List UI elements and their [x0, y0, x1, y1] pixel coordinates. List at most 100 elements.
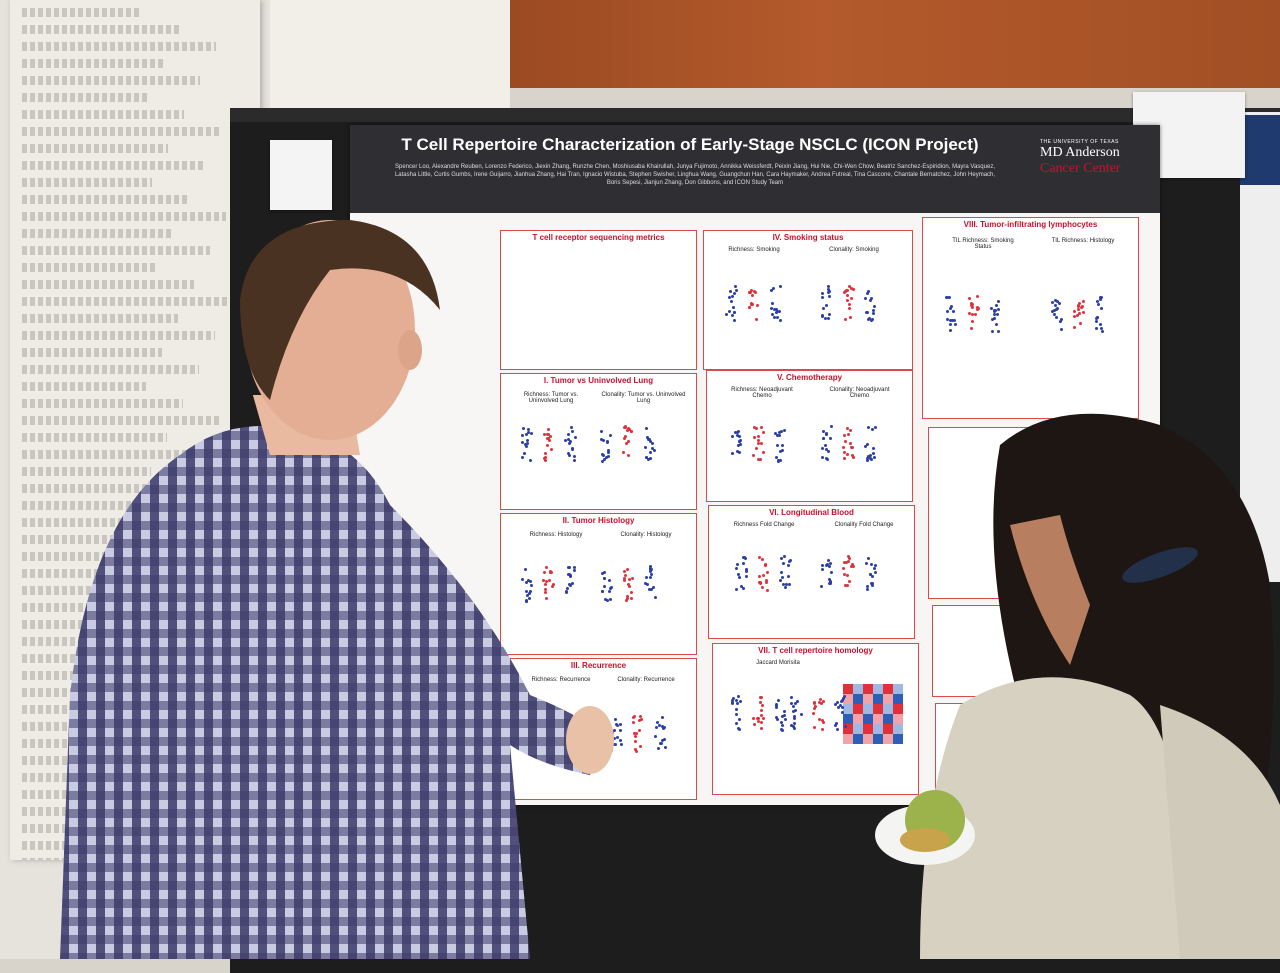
- plot-point: [869, 299, 873, 303]
- plot-point: [656, 721, 660, 725]
- plot-point: [760, 703, 764, 707]
- plot-point: [871, 447, 875, 451]
- plot-point: [648, 570, 652, 574]
- plot-point: [776, 444, 780, 448]
- plot-point: [663, 725, 667, 729]
- plot-point: [873, 425, 877, 429]
- plot-point: [603, 570, 607, 574]
- plot-point: [949, 307, 953, 311]
- plot-point: [976, 295, 980, 299]
- plot-point: [743, 556, 747, 560]
- plot-point: [995, 312, 999, 316]
- plot-point: [843, 560, 847, 564]
- plot-point: [1077, 301, 1081, 305]
- plot-point: [600, 459, 604, 463]
- plot-point: [522, 452, 526, 456]
- plot-point: [779, 578, 783, 582]
- plot-point: [568, 454, 572, 458]
- plot-point: [542, 570, 546, 574]
- poster-title: T Cell Repertoire Characterization of Ea…: [401, 135, 979, 154]
- panel-title: II. Tumor Histology: [562, 516, 635, 525]
- plot-point: [632, 732, 636, 736]
- plot-point: [817, 701, 821, 705]
- donor-name-line: [22, 518, 172, 527]
- plot-point: [952, 310, 956, 314]
- plot-point: [543, 459, 547, 463]
- heatmap-cell: [883, 714, 893, 724]
- subtitle: TIL Richness: Smoking Status: [952, 238, 1014, 250]
- plot-point: [849, 442, 853, 446]
- plot-point: [772, 315, 776, 319]
- plot-point: [827, 558, 831, 562]
- plot-point: [760, 557, 764, 561]
- plot-point: [997, 307, 1001, 311]
- plot-point: [752, 723, 756, 727]
- woman-viewer: [920, 413, 1280, 959]
- plot-point: [753, 425, 757, 429]
- plot-point: [778, 431, 782, 435]
- plot-point: [846, 573, 850, 577]
- plot-point: [848, 429, 852, 433]
- plot-point: [629, 597, 633, 601]
- plot-point: [870, 562, 874, 566]
- plot-point: [550, 571, 554, 575]
- plot-point: [967, 297, 971, 301]
- plot-point: [624, 573, 628, 577]
- plot-point: [829, 571, 833, 575]
- plot-point: [603, 576, 607, 580]
- plot-point: [776, 309, 780, 313]
- plot-point: [759, 695, 763, 699]
- plot-point: [647, 457, 651, 461]
- plot-point: [826, 563, 830, 567]
- subtitle: TIL Richness: Histology: [1051, 238, 1115, 244]
- plot-point: [873, 563, 877, 567]
- plot-point: [824, 316, 828, 320]
- plot-point: [613, 718, 617, 722]
- plot-point: [646, 437, 650, 441]
- plot-point: [845, 299, 849, 303]
- donor-name-line: [22, 501, 225, 510]
- plot-point: [545, 565, 549, 569]
- plot-point: [545, 437, 549, 441]
- plot-point: [624, 435, 628, 439]
- plot-point: [526, 427, 530, 431]
- plot-point: [821, 295, 825, 299]
- plot-point: [872, 304, 876, 308]
- plot-point: [993, 308, 997, 312]
- plot-point: [602, 458, 606, 462]
- donor-name-line: [22, 195, 189, 204]
- plot-point: [602, 454, 606, 458]
- plot-point: [730, 452, 734, 456]
- plot-point: [622, 577, 626, 581]
- donor-name-line: [22, 161, 205, 170]
- plot-point: [827, 578, 831, 582]
- plot-point: [873, 571, 877, 575]
- plot-point: [741, 562, 745, 566]
- plot-point: [792, 709, 796, 713]
- plot-point: [527, 592, 531, 596]
- plot-point: [813, 704, 817, 708]
- logo-bottom-text: Cancer Center: [1040, 161, 1121, 176]
- plot-point: [820, 446, 824, 450]
- plot-point: [778, 450, 782, 454]
- plot-point: [525, 442, 529, 446]
- plot-point: [970, 301, 974, 305]
- heatmap-cell: [863, 694, 873, 704]
- plot-point: [769, 289, 773, 293]
- plot-point: [572, 458, 576, 462]
- plot-point: [992, 316, 996, 320]
- plot-point: [600, 437, 604, 441]
- plot-point: [1101, 329, 1105, 333]
- panel-title: III. Recurrence: [570, 661, 627, 670]
- plot-point: [821, 728, 825, 732]
- plot-point: [654, 734, 658, 738]
- plot-point: [782, 709, 786, 713]
- subtitle: Clonality: Neoadjuvant Chemo: [829, 387, 890, 399]
- donor-name-line: [22, 246, 210, 255]
- plot-point: [868, 572, 872, 576]
- plot-point: [828, 579, 832, 583]
- plot-point: [788, 560, 792, 564]
- plot-point: [1099, 298, 1103, 302]
- plot-point: [788, 558, 792, 562]
- plot-point: [524, 433, 528, 437]
